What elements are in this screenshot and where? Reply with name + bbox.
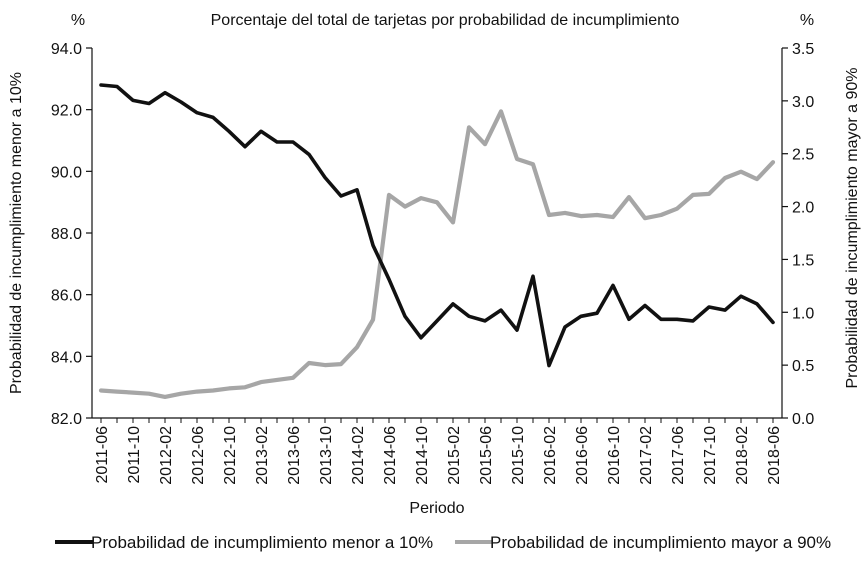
right-tick-label: 3.0 [792, 94, 814, 111]
series-line-1 [99, 83, 775, 368]
x-axis-label: Periodo [409, 500, 464, 517]
x-tick-label: 2016-10 [606, 426, 623, 485]
x-tick-label: 2015-10 [510, 426, 527, 485]
left-tick-label: 88.0 [51, 226, 82, 243]
x-tick-label: 2014-10 [414, 426, 431, 485]
left-axis-unit: % [71, 12, 85, 29]
right-tick-label: 2.5 [792, 147, 814, 164]
left-axis-label: Probabilidad de incumplimiento menor a 1… [8, 72, 25, 394]
x-tick-label: 2018-06 [766, 426, 783, 485]
left-tick-label: 92.0 [51, 103, 82, 120]
x-tick-label: 2015-02 [446, 426, 463, 485]
right-tick-label: 1.5 [792, 252, 814, 269]
left-tick-label: 82.0 [51, 411, 82, 428]
right-axis-ticks: 0.0 0.5 1.0 1.5 2.0 2.5 3.0 3.5 [782, 41, 814, 428]
x-tick-label: 2013-06 [286, 426, 303, 485]
x-axis-ticks: 2011-06 2011-10 2012-02 2012-06 2012-10 2013-… [94, 418, 783, 485]
legend-label-series-1: Probabilidad de incumplimiento menor a 1… [91, 533, 433, 552]
right-tick-label: 0.0 [792, 411, 814, 428]
x-tick-label: 2011-06 [94, 426, 111, 484]
chart-title: Porcentaje del total de tarjetas por pro… [211, 12, 680, 29]
series-layer [98, 83, 776, 399]
x-tick-label: 2011-10 [126, 426, 143, 484]
series-line-2 [98, 109, 776, 399]
axes [91, 48, 783, 419]
legend: Probabilidad de incumplimiento menor a 1… [55, 533, 831, 552]
left-tick-label: 86.0 [51, 288, 82, 305]
right-tick-label: 3.5 [792, 41, 814, 58]
x-tick-label: 2013-02 [254, 426, 271, 485]
x-tick-label: 2017-10 [702, 426, 719, 485]
x-tick-label: 2014-02 [350, 426, 367, 485]
x-tick-label: 2012-02 [158, 426, 175, 485]
x-tick-label: 2018-02 [734, 426, 751, 485]
left-tick-label: 94.0 [51, 41, 82, 58]
x-tick-label: 2016-02 [542, 426, 559, 485]
x-tick-label: 2017-06 [670, 426, 687, 485]
x-tick-label: 2012-10 [222, 426, 239, 485]
right-axis-unit: % [800, 12, 814, 29]
x-tick-label: 2015-06 [478, 426, 495, 485]
right-tick-label: 2.0 [792, 200, 814, 217]
legend-label-series-2: Probabilidad de incumplimiento mayor a 9… [490, 533, 831, 552]
left-tick-label: 90.0 [51, 164, 82, 181]
right-tick-label: 1.0 [792, 305, 814, 322]
x-tick-label: 2017-02 [638, 426, 655, 485]
x-tick-label: 2016-06 [574, 426, 591, 485]
x-tick-label: 2014-06 [382, 426, 399, 485]
right-axis-label: Probabilidad de incumplimiento mayor a 9… [844, 67, 861, 388]
left-tick-label: 84.0 [51, 349, 82, 366]
left-axis-ticks: 82.0 84.0 86.0 88.0 90.0 92.0 94.0 [51, 41, 92, 428]
x-tick-label: 2012-06 [190, 426, 207, 485]
x-tick-label: 2013-10 [318, 426, 335, 485]
right-tick-label: 0.5 [792, 358, 814, 375]
